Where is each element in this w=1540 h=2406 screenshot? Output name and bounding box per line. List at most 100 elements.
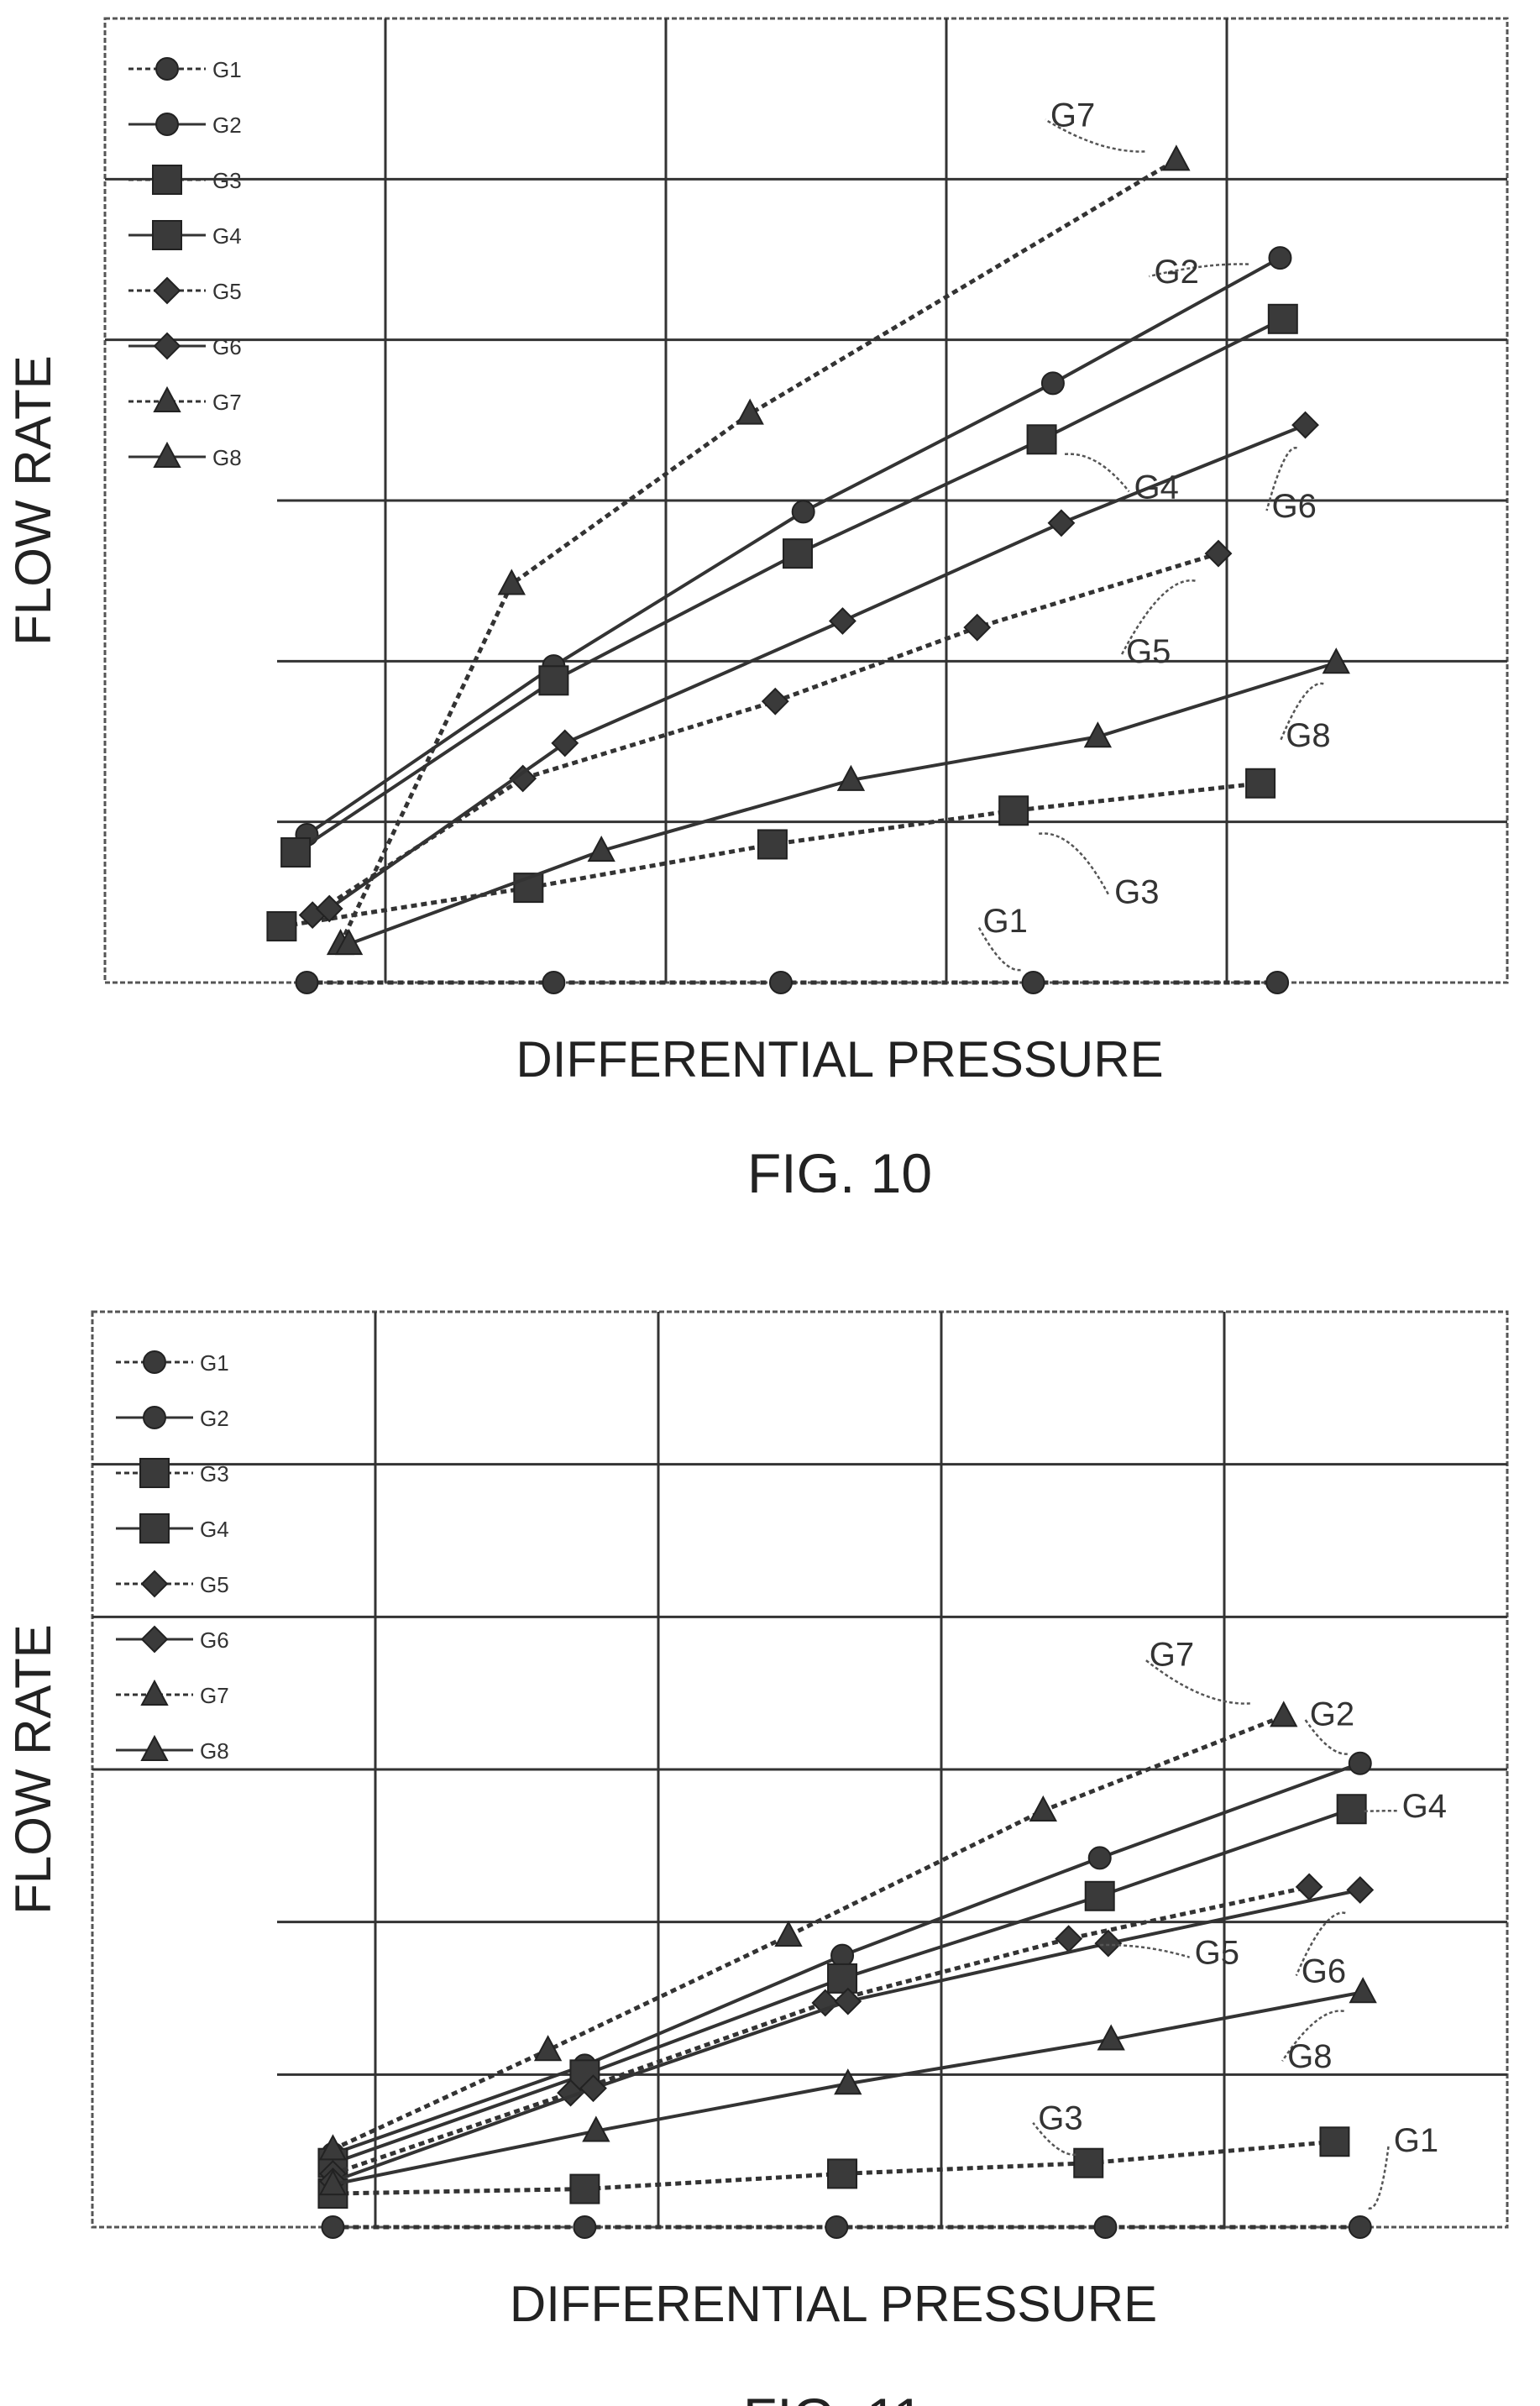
data-point-g7-2 [533, 2035, 563, 2062]
callout-label-g5: G5 [1126, 633, 1171, 670]
data-point-g6-5 [1291, 411, 1319, 439]
callout-label-g4: G4 [1134, 469, 1179, 506]
legend-item-g7: G7 [128, 385, 242, 415]
data-point-g2-4 [1040, 371, 1065, 396]
data-point-g1-1 [295, 971, 319, 994]
x-axis-title: DIFFERENTIAL PRESSURE [516, 1031, 1163, 1088]
data-point-g6-3 [834, 1987, 862, 2015]
data-point-g8-4 [1083, 721, 1113, 748]
legend-item-g5: G5 [116, 1570, 229, 1598]
legend-item-g1: G1 [116, 1350, 229, 1376]
legend-label: G5 [212, 279, 242, 304]
data-point-g8-1 [318, 2169, 348, 2196]
legend-marker [140, 1625, 169, 1654]
series-g2 [295, 246, 1292, 847]
series-g8 [318, 1977, 1377, 2196]
data-point-g8-3 [836, 764, 866, 791]
figure-10: G1 G2 G3 G4 G5 G6 G7 G8 G7 G2 G4 G6 G5 G8 G3 G1 DIFFEREN… [0, 0, 1540, 1193]
data-point-g3-5 [1245, 768, 1276, 799]
callout-label-g2: G2 [1310, 1696, 1354, 1733]
legend-item-g8: G8 [116, 1734, 229, 1764]
data-point-g3-2 [569, 2173, 600, 2204]
data-point-g4-2 [538, 665, 569, 696]
legend-marker [139, 1513, 170, 1544]
data-point-g8-5 [1322, 647, 1350, 674]
legend-item-g1: G1 [128, 57, 242, 82]
data-point-g1-4 [1021, 971, 1045, 994]
legend-marker [153, 441, 181, 468]
data-point-g1-5 [1348, 2215, 1372, 2239]
data-point-g5-3 [811, 1989, 840, 2017]
callout-leader-g1 [1368, 2144, 1391, 2209]
figure-label: FIG. 11 [743, 2387, 924, 2406]
legend-label: G1 [200, 1350, 229, 1376]
legend-marker [153, 332, 181, 360]
data-point-g1-2 [573, 2215, 597, 2239]
data-point-g1-4 [1093, 2215, 1118, 2239]
data-point-g7-4 [1162, 144, 1191, 171]
legend-item-g6: G6 [128, 332, 242, 360]
data-point-g6-3 [829, 607, 856, 635]
callout-leader-g7 [1045, 118, 1145, 153]
data-point-g7-5 [1270, 1701, 1298, 1727]
callout-leader-g2 [1149, 263, 1249, 278]
legend-label: G2 [200, 1406, 229, 1431]
data-point-g7-4 [1029, 1795, 1057, 1822]
legend-label: G2 [212, 113, 242, 138]
callout-leader-g4 [1064, 453, 1130, 493]
legend-marker [155, 113, 179, 136]
data-point-g8-5 [1349, 1977, 1377, 2004]
data-point-g8-4 [1097, 2024, 1125, 2051]
legend-item-g4: G4 [128, 220, 242, 250]
legend-marker [139, 1458, 170, 1488]
legend-marker [153, 385, 181, 412]
legend-label: G8 [212, 445, 242, 470]
data-point-g1-5 [1265, 971, 1290, 994]
data-point-g4-3 [827, 1963, 858, 1994]
data-point-g4-4 [1084, 1880, 1115, 1911]
data-point-g8-2 [587, 835, 615, 862]
data-point-g4-5 [1336, 1794, 1367, 1825]
legend: G1 G2 G3 G4 G5 G6 G7 G8 [116, 1350, 229, 1764]
callout-label-g1: G1 [1394, 2122, 1438, 2159]
series-line-g7 [338, 158, 1178, 946]
grid-lines [105, 18, 1507, 983]
data-point-g3-4 [1073, 2147, 1104, 2178]
legend-item-g3: G3 [116, 1458, 229, 1488]
callout-label-g6: G6 [1302, 1953, 1346, 1990]
data-point-g6-2 [579, 2074, 607, 2103]
callout-leader-g5 [1119, 579, 1196, 657]
callout-label-g8: G8 [1287, 2038, 1332, 2075]
x-axis-title: DIFFERENTIAL PRESSURE [510, 2276, 1157, 2332]
data-point-g4-5 [1267, 303, 1298, 334]
callout-label-g8: G8 [1286, 717, 1330, 754]
data-point-g4-3 [782, 538, 813, 569]
legend-marker [152, 220, 182, 250]
callout-leader-g1 [977, 925, 1021, 972]
data-point-g7-3 [736, 398, 764, 425]
data-point-g3-4 [998, 795, 1029, 826]
legend-label: G3 [212, 168, 242, 193]
callout-leader-g6 [1265, 447, 1297, 511]
legend-label: G6 [200, 1628, 229, 1653]
data-point-g3-5 [1319, 2126, 1350, 2157]
data-point-g1-3 [768, 971, 793, 994]
data-point-g4-4 [1026, 424, 1057, 455]
series-g1 [321, 2215, 1372, 2239]
callout-label-g7: G7 [1150, 1636, 1194, 1673]
callout-leader-g2 [1303, 1718, 1348, 1755]
data-point-g2-3 [830, 1943, 855, 1968]
data-point-g4-1 [280, 837, 312, 868]
series-g4 [280, 303, 1298, 868]
y-axis-title: FLOW RATE [5, 1624, 61, 1915]
callout-leader-g3 [1032, 2121, 1076, 2156]
series-group [266, 144, 1350, 994]
data-point-g3-1 [266, 911, 297, 942]
data-point-g6-4 [1047, 509, 1076, 537]
legend-item-g2: G2 [128, 113, 242, 138]
data-point-g2-3 [791, 500, 815, 524]
data-point-g2-4 [1087, 1846, 1112, 1870]
data-point-g7-2 [497, 569, 526, 595]
callout-leader-g8 [1281, 2010, 1344, 2062]
data-point-g7-3 [774, 1920, 803, 1947]
